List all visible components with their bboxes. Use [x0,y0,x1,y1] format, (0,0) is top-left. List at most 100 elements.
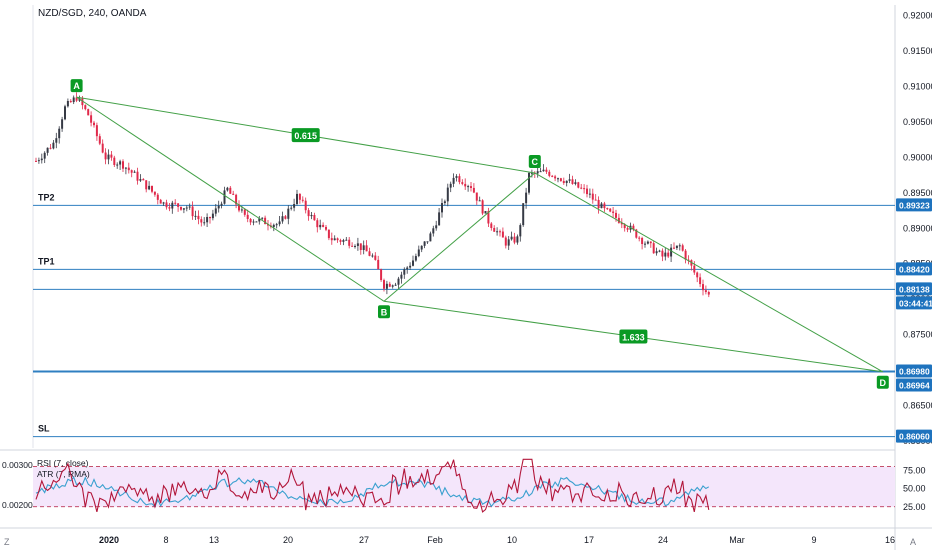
candle [684,249,687,264]
candle [130,169,133,178]
pattern-line[interactable] [383,172,536,302]
pattern-line[interactable] [534,172,884,373]
candle [142,178,145,181]
candle-body [675,245,678,249]
candle-body [496,231,499,233]
candle-body [423,241,426,246]
candle-body [290,207,293,209]
candle [588,188,591,199]
candle [699,273,702,288]
candle [577,181,580,189]
candle [153,191,156,197]
candle-body [316,220,319,228]
candle-body [133,171,136,173]
candle-body [223,190,226,204]
pattern-ratio-label[interactable]: 0.615 [291,128,320,143]
candle-body [507,239,510,246]
candle [670,244,673,262]
candle [484,210,487,214]
candle [507,236,510,250]
candle [704,285,707,295]
pattern-point-bg [378,305,390,319]
candle [554,174,557,182]
toolbar-left[interactable]: Z [0,532,22,550]
price-tag: 0.86060 [896,429,932,443]
candle-body [615,212,617,218]
candle [182,208,185,214]
candle [374,252,377,261]
candle [345,236,348,241]
candle [58,126,61,144]
candle [290,205,293,211]
candle [409,262,412,271]
candle [310,211,313,220]
candle-body [145,180,148,190]
candle [278,216,281,227]
toolbar-right[interactable]: A [910,537,916,547]
candle [649,241,652,248]
candle-body [185,207,188,209]
pattern-point-c[interactable]: C [528,154,541,168]
candle [203,217,206,226]
x-tick-label: 8 [163,535,168,545]
price-tag: 0.86980 0.86964 [896,364,932,392]
candle-body [426,241,429,243]
candle-body [122,161,124,169]
candle [612,206,615,218]
candle-body [687,259,690,261]
candle-body [246,214,249,219]
candle [119,159,122,170]
candle [464,178,467,190]
rsi-tick-label: 75.00 [903,465,926,475]
candle-body [400,274,403,279]
candle-body [510,236,513,240]
candle [406,266,409,274]
candle [316,218,319,233]
candle-body [168,207,171,209]
candle [252,219,255,226]
price-tag-bg [896,429,932,443]
candle-body [568,179,571,181]
candle-body [603,203,606,209]
candle [377,255,380,270]
auto-scale-icon[interactable]: A [910,537,916,547]
candle [530,169,533,178]
candle-body [385,283,388,289]
candle [35,157,37,162]
candle [287,205,290,225]
candle-body [490,223,493,228]
candle-body [478,200,481,202]
candle [322,222,325,228]
rsi-band [33,466,895,507]
candle-body [93,122,95,126]
pattern-point-a[interactable]: A [70,79,83,93]
x-tick-label: 24 [658,535,668,545]
candle [559,177,562,182]
z-scale-icon[interactable]: Z [4,537,10,547]
candle-body [597,199,600,209]
candle-body [174,202,177,204]
candle [43,151,46,164]
pattern-ratio-label[interactable]: 1.633 [619,329,648,344]
candle [397,276,400,290]
candle [435,220,438,231]
pattern-point-bg [876,375,889,389]
candle [72,95,75,105]
candle-body [148,185,151,190]
candle [214,203,217,217]
candle [101,139,104,154]
pattern-point-d[interactable]: D [876,375,889,389]
candle [95,122,98,141]
x-tick-label: 16 [885,535,895,545]
pattern-line[interactable] [76,96,385,302]
candle-body [127,167,130,171]
pattern-point-label: B [381,307,388,317]
candle-body [383,280,385,289]
candle [667,248,670,259]
pattern-point-b[interactable]: B [378,305,390,319]
candle-body [177,203,180,207]
candle [301,196,304,203]
candle-body [278,221,281,225]
